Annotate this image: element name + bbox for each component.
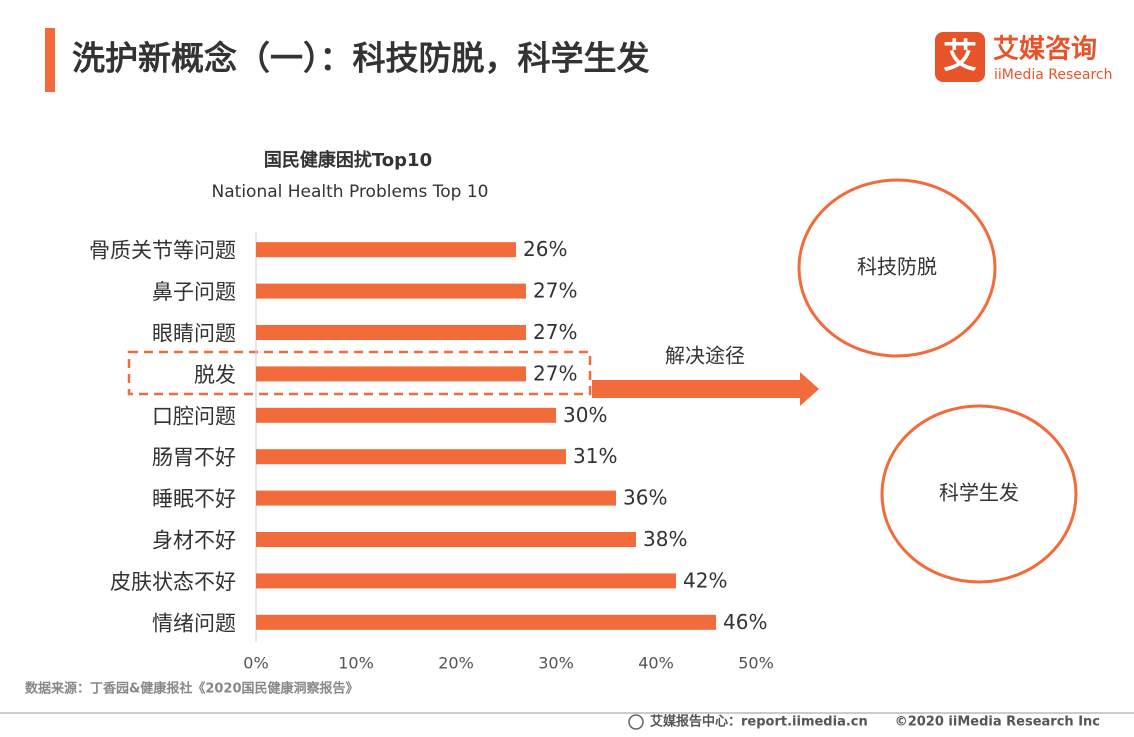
value-label: 27% [533, 279, 577, 303]
value-label: 42% [683, 568, 727, 592]
value-label: 27% [533, 361, 577, 385]
globe-icon [628, 714, 644, 730]
y-tick-label: 眼睛问题 [152, 322, 236, 346]
y-tick-label: 肠胃不好 [152, 446, 236, 470]
x-tick-label: 50% [738, 654, 774, 673]
logo-icon-bg [935, 32, 985, 82]
bar [256, 283, 526, 299]
footer-site: 艾媒报告中心：report.iimedia.cn [650, 714, 868, 730]
logo-name: 艾媒咨询 [993, 34, 1097, 65]
bar [256, 532, 636, 547]
logo-icon: 艾 [943, 37, 977, 77]
solution-circle [797, 178, 997, 358]
value-label: 27% [533, 320, 577, 344]
logo-sub: iiMedia Research [994, 67, 1113, 83]
y-tick-label: 鼻子问题 [152, 280, 236, 304]
chart-title: 国民健康困扰Top10 [264, 149, 432, 171]
solution-label: 科技防脱 [857, 255, 937, 279]
chart-subtitle: National Health Problems Top 10 [212, 182, 489, 202]
y-tick-label: 脱发 [194, 363, 236, 387]
y-tick-label: 身材不好 [152, 529, 236, 553]
bar [256, 242, 516, 258]
value-label: 38% [643, 527, 687, 551]
value-label: 26% [523, 237, 567, 261]
bar [256, 366, 526, 382]
bar [256, 407, 556, 423]
y-tick-label: 睡眠不好 [152, 487, 236, 511]
highlight-box [127, 350, 592, 396]
arrow [592, 372, 819, 406]
y-tick-label: 皮肤状态不好 [110, 570, 236, 594]
value-label: 30% [563, 403, 607, 427]
bar [256, 614, 716, 630]
solution-circle [880, 404, 1078, 584]
source: 数据来源：丁香园&健康报社《2020国民健康洞察报告》 [25, 681, 359, 697]
x-tick-label: 10% [338, 654, 374, 673]
footer-copyright: ©2020 iiMedia Research Inc [895, 715, 1100, 730]
value-label: 31% [573, 444, 617, 468]
x-tick-label: 0% [243, 654, 268, 673]
page-title: 洗护新概念（一）：科技防脱，科学生发 [72, 39, 650, 78]
x-tick-label: 30% [538, 654, 574, 673]
bar [256, 449, 566, 465]
value-label: 36% [623, 486, 667, 510]
bar [256, 325, 526, 340]
x-tick-label: 20% [438, 654, 474, 673]
x-tick-label: 40% [638, 654, 674, 673]
title-accent [45, 28, 55, 92]
y-tick-label: 骨质关节等问题 [89, 239, 236, 263]
bar [256, 490, 616, 506]
value-label: 46% [723, 610, 767, 634]
y-tick-label: 口腔问题 [152, 404, 236, 428]
annotation: 解决途径 [665, 344, 745, 368]
bar [256, 573, 676, 589]
solution-label: 科学生发 [939, 481, 1019, 505]
y-tick-label: 情绪问题 [152, 611, 236, 635]
